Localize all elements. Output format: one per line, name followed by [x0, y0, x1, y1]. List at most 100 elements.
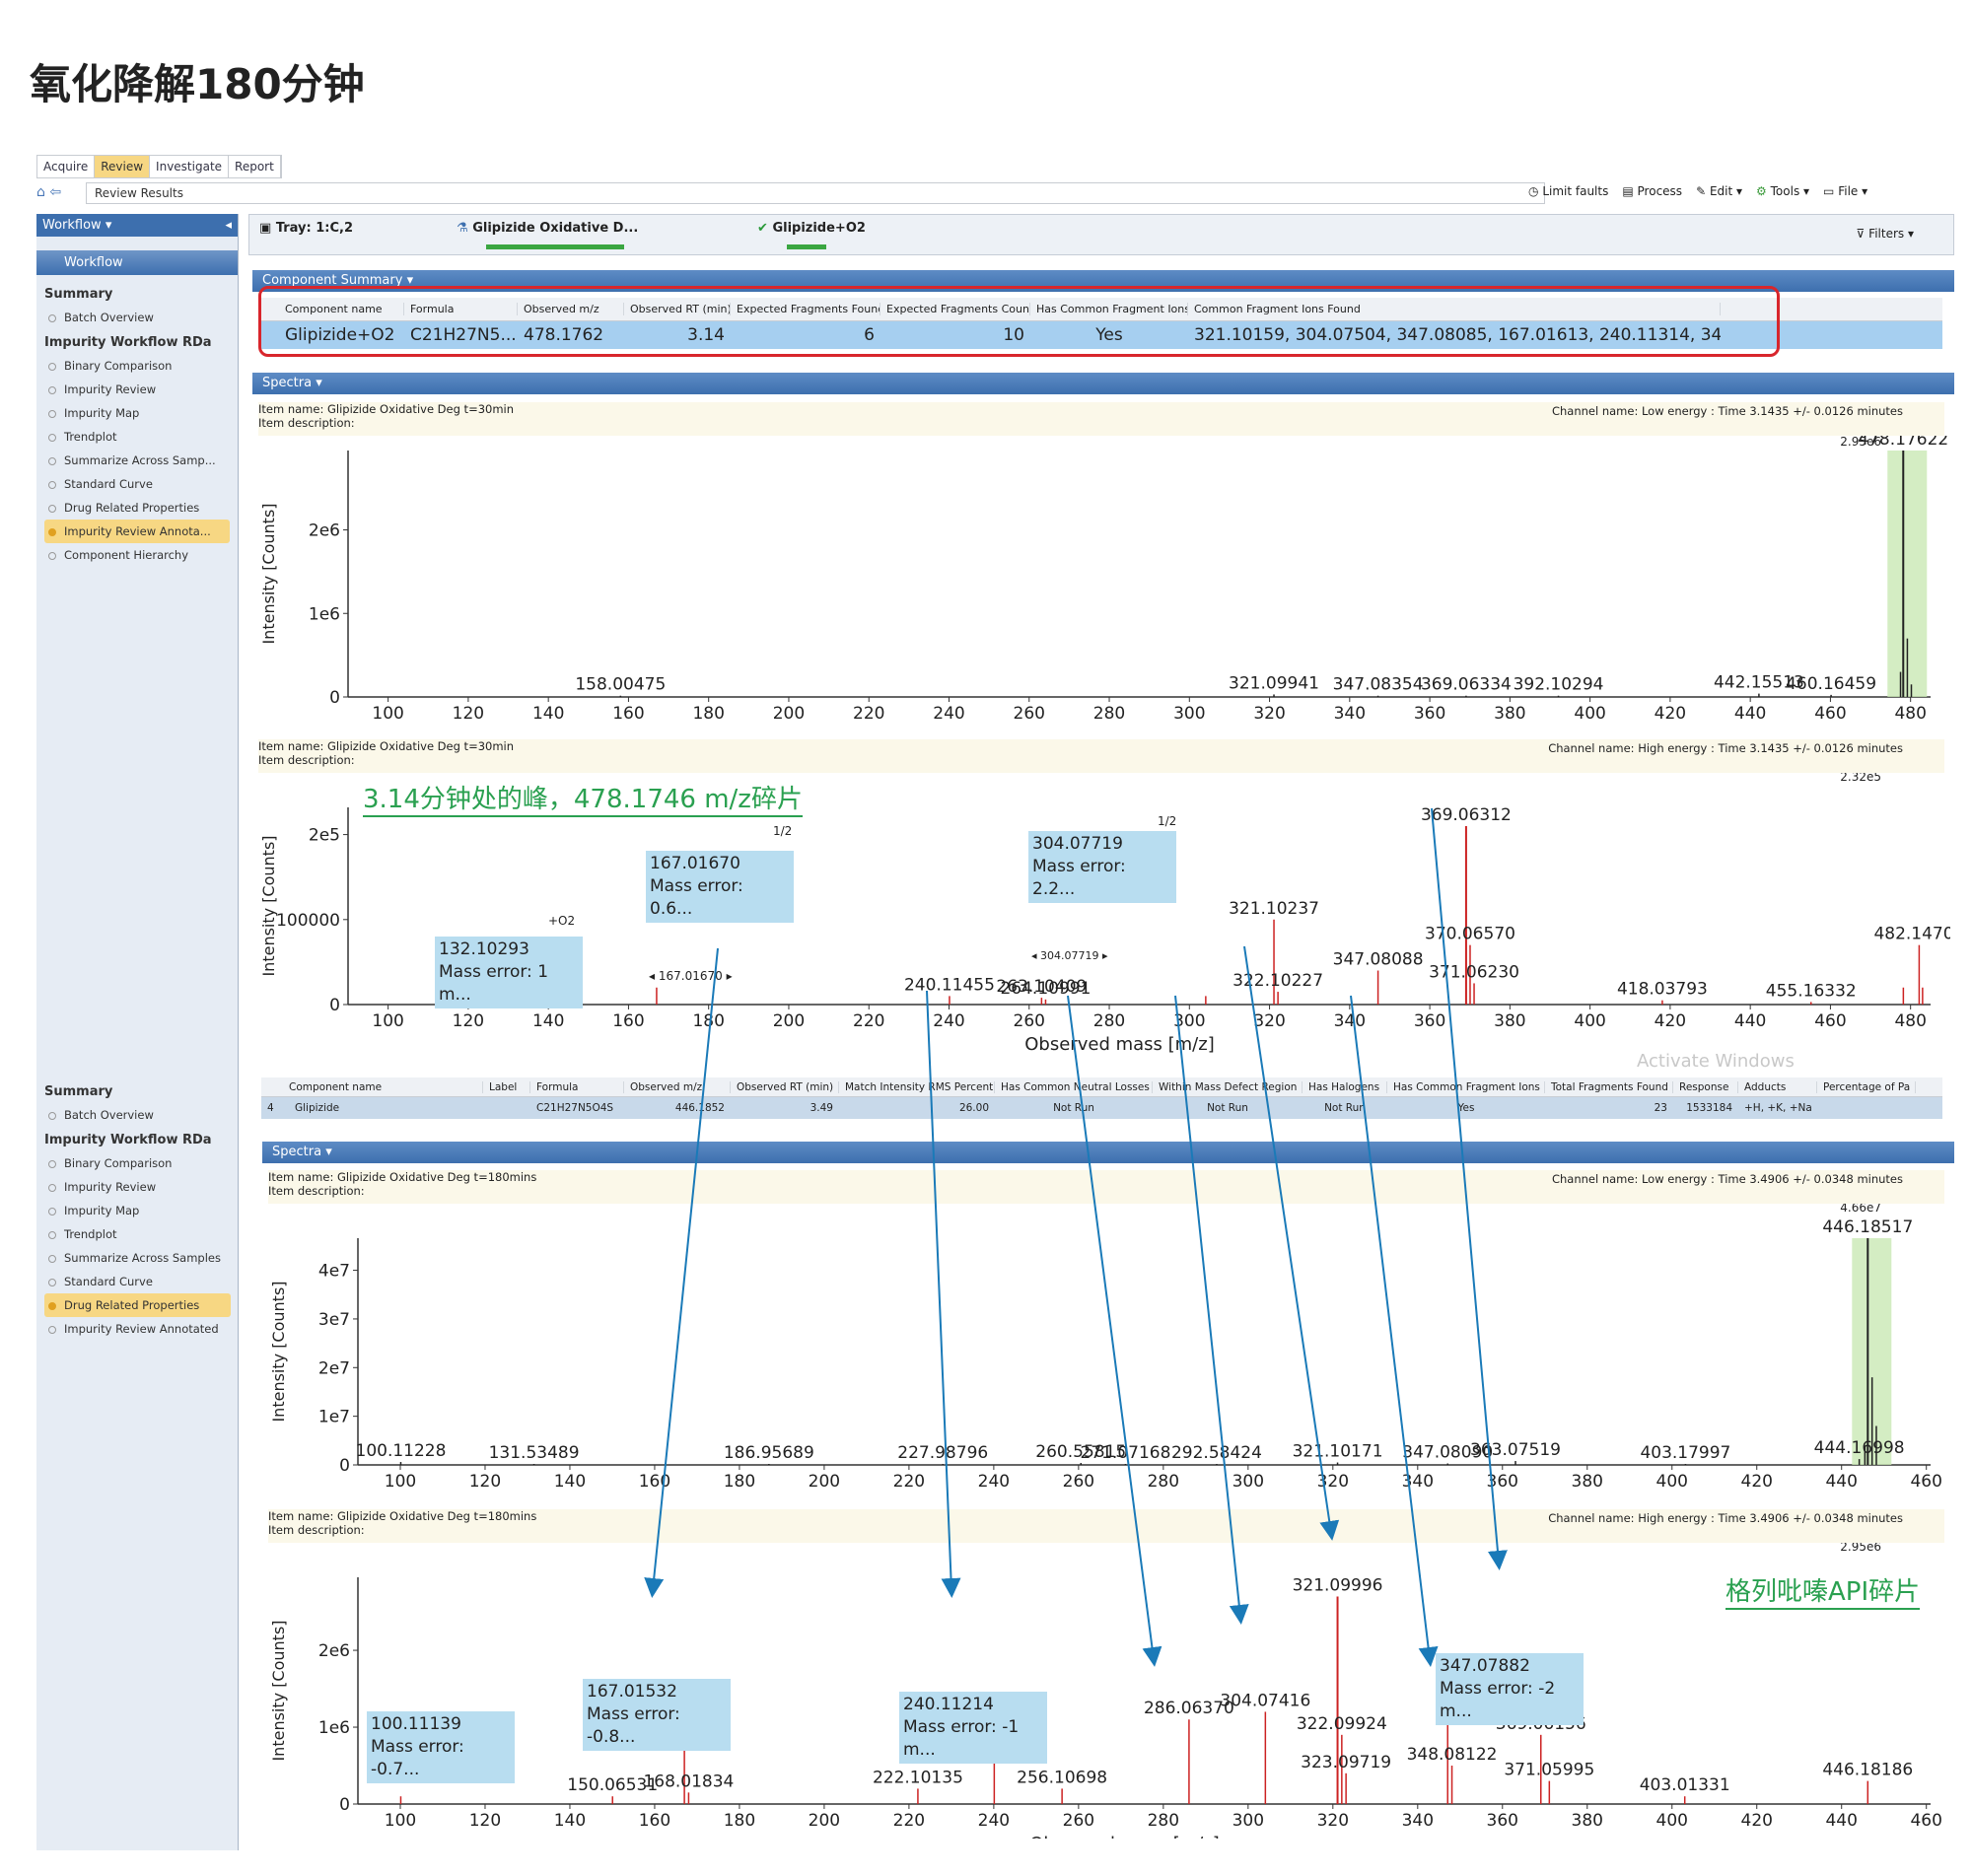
x-tick-label: 220	[853, 704, 884, 724]
sidebar-item-binary-comparison[interactable]: Binary Comparison	[44, 354, 230, 378]
col-component-name[interactable]: Component name	[261, 1080, 483, 1093]
col-observed-mz[interactable]: Observed m/z	[518, 303, 624, 315]
tray-bar: ▣ Tray: 1:C,2 ⚗ Glipizide Oxidative D...…	[248, 214, 1954, 255]
sidebar-group-summary: Summary	[44, 287, 113, 302]
spectra-header-bottom[interactable]: Spectra ▾	[262, 1142, 1954, 1163]
workflow-subheader[interactable]: Workflow	[36, 250, 238, 275]
tab-investigate[interactable]: Investigate	[150, 156, 230, 177]
workflow-header[interactable]: Workflow ▾ ◂	[36, 214, 238, 237]
spectrum-info-2: Item name: Glipizide Oxidative Deg t=30m…	[258, 739, 1944, 773]
x-tick-label: 320	[1253, 1011, 1285, 1031]
x-tick-label: 180	[724, 1811, 755, 1831]
nav-fragment-1[interactable]: ◂ 167.01670 ▸	[649, 969, 733, 983]
col-observed-mz[interactable]: Observed m/z	[624, 1080, 731, 1093]
filters-button[interactable]: ⊽ Filters ▾	[1856, 227, 1914, 241]
col-component-name[interactable]: Component name	[261, 303, 404, 315]
sidebar2-item-impurity-review[interactable]: Impurity Review	[44, 1175, 231, 1199]
component-selector[interactable]: ✔ Glipizide+O2	[757, 221, 866, 236]
x-tick-label: 200	[773, 1011, 805, 1031]
sidebar-item-impurity-review[interactable]: Impurity Review	[44, 378, 230, 401]
col-response[interactable]: Response	[1673, 1080, 1738, 1093]
x-tick-label: 280	[1093, 1011, 1125, 1031]
sidebar2-item-binary-comparison[interactable]: Binary Comparison	[44, 1151, 231, 1175]
col-formula[interactable]: Formula	[404, 303, 518, 315]
sidebar-item-trendplot[interactable]: Trendplot	[44, 425, 230, 449]
item-name: Item name: Glipizide Oxidative Deg t=180…	[268, 1170, 537, 1184]
cell-rt: 3.14	[687, 325, 725, 345]
col-match-rms[interactable]: Match Intensity RMS Percent	[839, 1080, 995, 1093]
y-tick-label: 1e6	[309, 604, 340, 624]
sidebar-item-component-hierarchy[interactable]: Component Hierarchy	[44, 543, 230, 567]
peak-label: 322.09924	[1297, 1714, 1387, 1734]
table-row[interactable]: 4 Glipizide C21H27N5O4S 446.1852 3.49 26…	[261, 1097, 1942, 1119]
col-mass-defect[interactable]: Within Mass Defect Region	[1153, 1080, 1303, 1093]
sidebar-item-standard-curve[interactable]: Standard Curve	[44, 472, 230, 496]
col-neutral-losses[interactable]: Has Common Neutral Losses	[995, 1080, 1153, 1093]
next-icon[interactable]: ▸	[1102, 949, 1108, 962]
peak-label: 369.06312	[1421, 805, 1512, 825]
collapse-icon[interactable]: ◂	[225, 218, 232, 233]
spectra-header-top[interactable]: Spectra ▾	[252, 373, 1954, 394]
edit-button[interactable]: ✎ Edit ▾	[1696, 184, 1743, 198]
sidebar2-item-batch-overview[interactable]: Batch Overview	[44, 1103, 231, 1127]
sample-selector[interactable]: ⚗ Glipizide Oxidative D...	[457, 221, 639, 236]
sidebar2-item-trendplot[interactable]: Trendplot	[44, 1222, 231, 1246]
nav-fragment-2[interactable]: ◂ 304.07719 ▸	[1031, 949, 1108, 962]
sidebar2-item-standard-curve[interactable]: Standard Curve	[44, 1270, 231, 1293]
peak-label: 478.17622	[1858, 436, 1948, 450]
x-tick-label: 400	[1574, 704, 1605, 724]
home-icon[interactable]: ⌂	[36, 184, 45, 200]
back-icon[interactable]: ⇦	[49, 184, 62, 200]
max-intensity-label: 2.95e6	[1840, 1543, 1881, 1554]
col-halogens[interactable]: Has Halogens	[1303, 1080, 1387, 1093]
tray-selector[interactable]: ▣ Tray: 1:C,2	[259, 221, 354, 236]
tab-report[interactable]: Report	[229, 156, 281, 177]
sidebar-item-impurity-review-annotated[interactable]: Impurity Review Annota...	[44, 520, 230, 543]
col-has-common[interactable]: Has Common Fragment Ions	[1030, 303, 1188, 315]
table-row[interactable]: Glipizide+O2 C21H27N5... 478.1762 3.14 6…	[261, 321, 1942, 349]
next-icon[interactable]: ▸	[726, 969, 733, 983]
col-observed-rt[interactable]: Observed RT (min)	[731, 1080, 839, 1093]
x-tick-label: 380	[1572, 1811, 1603, 1831]
col-formula[interactable]: Formula	[530, 1080, 624, 1093]
col-expected-found[interactable]: Expected Fragments Found	[731, 303, 880, 315]
prev-icon[interactable]: ◂	[1031, 949, 1037, 962]
sidebar2-item-summarize[interactable]: Summarize Across Samples	[44, 1246, 231, 1270]
sidebar2-item-impurity-map[interactable]: Impurity Map	[44, 1199, 231, 1222]
tab-review[interactable]: Review	[95, 156, 151, 177]
col-common-found[interactable]: Common Fragment Ions Found	[1188, 303, 1721, 315]
col-total-fragments[interactable]: Total Fragments Found	[1545, 1080, 1673, 1093]
col-adducts[interactable]: Adducts	[1738, 1080, 1817, 1093]
col-percentage[interactable]: Percentage of Pa	[1817, 1080, 1916, 1093]
col-observed-rt[interactable]: Observed RT (min)	[624, 303, 731, 315]
prev-icon[interactable]: ◂	[649, 969, 656, 983]
col-common-ions[interactable]: Has Common Fragment Ions	[1387, 1080, 1545, 1093]
component-progress	[787, 244, 826, 249]
address-input[interactable]: Review Results	[86, 182, 1545, 204]
process-button[interactable]: ▤ Process	[1622, 184, 1683, 198]
y-axis-label: Intensity [Counts]	[259, 503, 278, 644]
sidebar-item-batch-overview[interactable]: Batch Overview	[44, 306, 230, 329]
col-expected-count[interactable]: Expected Fragments Count	[880, 303, 1030, 315]
spectrum-info-3: Item name: Glipizide Oxidative Deg t=180…	[268, 1170, 1944, 1204]
cell-formula: C21H27N5O4S	[536, 1102, 614, 1114]
peak-label: 304.07416	[1220, 1691, 1310, 1710]
peak-label: 222.10135	[873, 1768, 963, 1787]
channel-name: Channel name: High energy : Time 3.4906 …	[1548, 1511, 1903, 1525]
file-button[interactable]: ▭ File ▾	[1823, 184, 1868, 198]
tools-button[interactable]: ⚙ Tools ▾	[1756, 184, 1810, 198]
limit-faults-button[interactable]: ◷ Limit faults	[1528, 184, 1609, 198]
x-tick-label: 120	[469, 1472, 501, 1492]
tab-acquire[interactable]: Acquire	[37, 156, 96, 177]
spectrum-chart-1: 100 120 140 160 180 200 220 240 260 280 300 320 340 3…	[259, 436, 1948, 724]
sidebar2-item-drug-related[interactable]: Drug Related Properties	[44, 1293, 231, 1317]
col-label[interactable]: Label	[483, 1080, 530, 1093]
sidebar-item-summarize[interactable]: Summarize Across Samp...	[44, 449, 230, 472]
peak-label: 460.16459	[1786, 674, 1876, 694]
sidebar-item-impurity-map[interactable]: Impurity Map	[44, 401, 230, 425]
x-tick-label: 380	[1494, 704, 1525, 724]
sidebar2-item-impurity-review-annotated[interactable]: Impurity Review Annotated	[44, 1317, 231, 1341]
sidebar-item-drug-related[interactable]: Drug Related Properties	[44, 496, 230, 520]
table-header: Component name Formula Observed m/z Obse…	[261, 298, 1942, 321]
peak-label: 292.58424	[1171, 1443, 1262, 1463]
